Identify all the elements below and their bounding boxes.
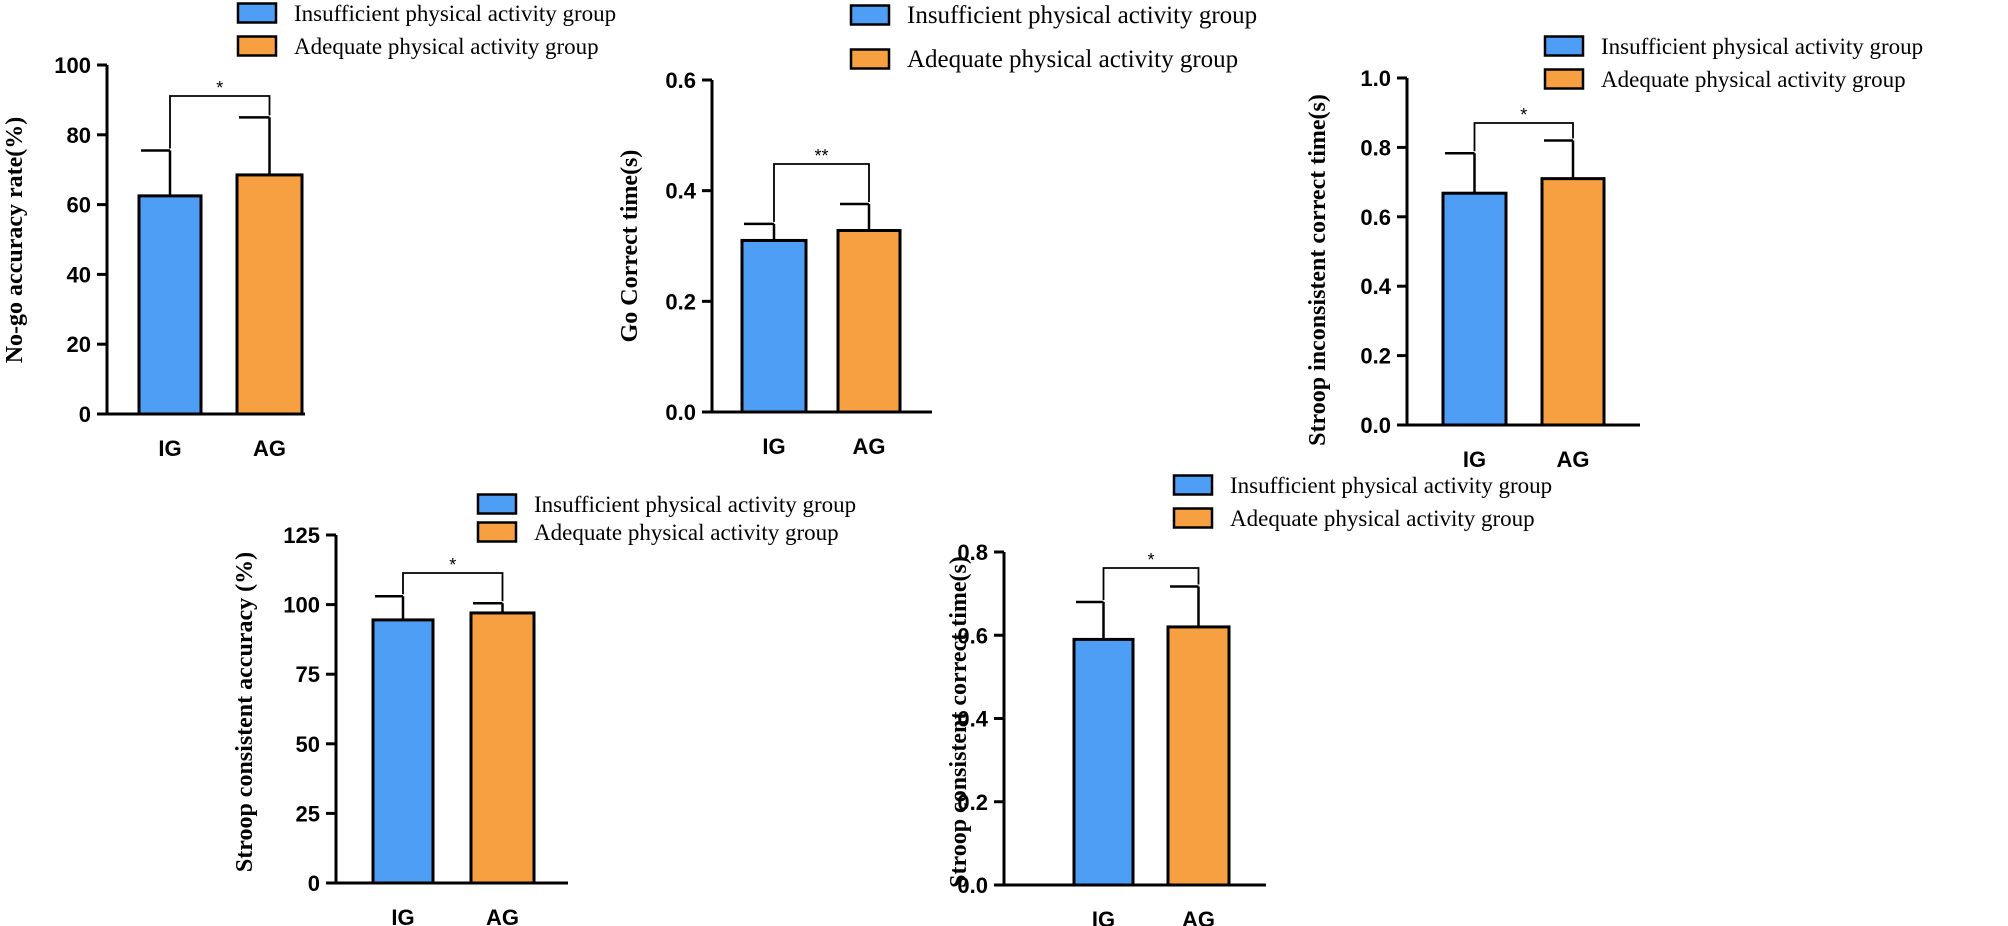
- y-tick-label: 40: [67, 262, 91, 287]
- significance-marker: *: [449, 555, 456, 575]
- x-tick-label-ag: AG: [1557, 447, 1590, 472]
- y-axis-title: Stroop consistent correct time(s): [946, 556, 972, 888]
- significance-bracket: [169, 95, 271, 149]
- y-tick-label: 0.0: [957, 873, 988, 898]
- y-tick-label: 60: [67, 193, 91, 218]
- x-tick-label-ig: IG: [1463, 447, 1486, 472]
- y-tick-label: 0.0: [665, 400, 696, 425]
- y-tick-label: 1.0: [1360, 66, 1391, 91]
- y-tick-label: 0.2: [665, 289, 696, 314]
- legend-item-ag-swatch: [1543, 68, 1585, 90]
- bar-ag: [1166, 625, 1231, 887]
- y-tick-label: 0.4: [1360, 274, 1391, 299]
- legend-item-ig-label: Insufficient physical activity group: [1601, 34, 1923, 59]
- y-tick-label: 0: [79, 402, 91, 427]
- bar-ag: [235, 173, 304, 416]
- y-axis-title: No-go accuracy rate(%): [2, 117, 28, 364]
- bar-ig: [1072, 637, 1135, 887]
- legend-item-ag-label: Adequate physical activity group: [907, 46, 1238, 73]
- y-tick-label: 50: [296, 732, 320, 757]
- legend-item-ag-swatch: [476, 521, 518, 543]
- y-tick-label: 75: [296, 662, 320, 687]
- significance-marker: *: [216, 78, 223, 98]
- y-tick-label: 0.8: [1360, 135, 1391, 160]
- y-tick-label: 0.6: [1360, 205, 1391, 230]
- legend-item-ig-label: Insufficient physical activity group: [907, 2, 1257, 29]
- significance-marker: **: [814, 146, 828, 166]
- legend-item-ag-label: Adequate physical activity group: [294, 34, 599, 59]
- legend: Insufficient physical activity group Adeq…: [476, 492, 856, 545]
- significance-bracket: [1102, 567, 1200, 600]
- legend-item-ig-swatch: [1172, 474, 1214, 496]
- bar-ag: [469, 611, 536, 885]
- legend: Insufficient physical activity group Adeq…: [1172, 473, 1552, 531]
- legend: Insufficient physical activity group Adeq…: [849, 2, 1257, 73]
- y-axis-title: Stroop consistent accuracy (%): [232, 552, 258, 872]
- x-tick-label-ag: AG: [853, 434, 886, 459]
- x-tick-label-ag: AG: [253, 436, 286, 461]
- legend-item-ig-swatch: [849, 4, 891, 26]
- y-tick-label: 100: [54, 53, 91, 78]
- legend-item-ig-swatch: [476, 493, 518, 515]
- bar-ag: [1540, 177, 1606, 427]
- significance-marker: *: [1520, 105, 1527, 125]
- y-axis-title: Stroop inconsistent correct time(s): [1305, 94, 1331, 446]
- y-tick-label: 20: [67, 332, 91, 357]
- significance-marker: *: [1147, 550, 1154, 570]
- legend-item-ag-swatch: [849, 48, 891, 70]
- y-tick-label: 125: [283, 523, 320, 548]
- y-tick-label: 100: [283, 593, 320, 618]
- y-tick-label: 80: [67, 123, 91, 148]
- legend: Insufficient physical activity group Adeq…: [236, 1, 616, 59]
- y-tick-label: 0.2: [957, 790, 988, 815]
- legend-item-ag-label: Adequate physical activity group: [1230, 506, 1535, 531]
- bar-ig: [371, 618, 435, 885]
- y-tick-label: 0: [308, 871, 320, 896]
- x-tick-label-ig: IG: [1092, 907, 1115, 926]
- x-tick-label-ig: IG: [762, 434, 785, 459]
- bar-ig: [1441, 191, 1508, 427]
- bar-ig: [137, 194, 203, 416]
- chart-1: 0 20 40 60 80 100 No-go accuracy rate(%) IG AG * I…: [2, 1, 616, 461]
- legend-item-ig-swatch: [236, 2, 278, 24]
- legend: Insufficient physical activity group Adeq…: [1543, 34, 1923, 92]
- y-axis-title: Go Correct time(s): [617, 150, 643, 343]
- legend-item-ig-swatch: [1543, 35, 1585, 57]
- legend-item-ig-label: Insufficient physical activity group: [294, 1, 616, 26]
- y-tick-label: 25: [296, 801, 320, 826]
- significance-bracket: [1473, 122, 1574, 152]
- legend-item-ag-label: Adequate physical activity group: [1601, 67, 1906, 92]
- y-tick-label: 0.8: [957, 540, 988, 565]
- x-tick-label-ag: AG: [1182, 907, 1215, 926]
- legend-item-ig-label: Insufficient physical activity group: [534, 492, 856, 517]
- x-tick-label-ig: IG: [158, 436, 181, 461]
- x-tick-label-ig: IG: [391, 905, 414, 926]
- bar-ag: [836, 229, 902, 414]
- legend-item-ig-label: Insufficient physical activity group: [1230, 473, 1552, 498]
- chart-4: 0 25 50 75 100 125 Stroop consistent accuracy …: [232, 492, 856, 926]
- legend-item-ag-label: Adequate physical activity group: [534, 520, 839, 545]
- y-tick-label: 0.4: [957, 707, 988, 732]
- y-tick-label: 0.6: [665, 68, 696, 93]
- significance-bracket: [402, 572, 504, 602]
- chart-3: 0.0 0.2 0.4 0.6 0.8 1.0 Stroop inconsistent co…: [1305, 34, 1923, 472]
- y-tick-label: 0.4: [665, 179, 696, 204]
- legend-item-ag-swatch: [1172, 507, 1214, 529]
- significance-bracket: [773, 163, 870, 222]
- legend-item-ag-swatch: [236, 35, 278, 57]
- x-tick-label-ag: AG: [486, 905, 519, 926]
- chart-2: 0.0 0.2 0.4 0.6 Go Correct time(s) IG AG ** Insu…: [617, 2, 1257, 459]
- y-tick-label: 0.6: [957, 623, 988, 648]
- bar-ig: [740, 238, 808, 414]
- y-tick-label: 0.2: [1360, 344, 1391, 369]
- y-tick-label: 0.0: [1360, 413, 1391, 438]
